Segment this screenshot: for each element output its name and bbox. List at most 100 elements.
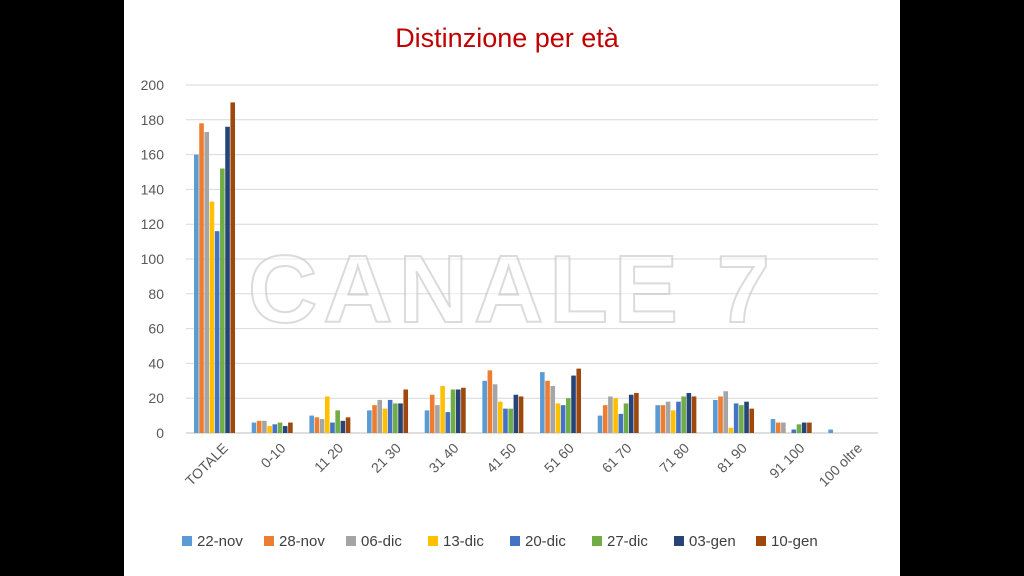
bar-22-nov-51-60 — [540, 372, 545, 433]
bar-27-dic-0-10 — [277, 422, 283, 433]
bar-27-dic-81-90 — [739, 405, 744, 433]
bar-13-dic-21-30 — [382, 408, 388, 433]
bars — [194, 102, 833, 434]
bar-10-gen-81-90 — [749, 408, 755, 433]
legend-label: 20-dic — [525, 533, 566, 550]
bar-27-dic-61-70 — [623, 403, 629, 433]
x-tick-label: 51 60 — [541, 440, 577, 476]
bar-28-nov-0-10 — [256, 420, 262, 433]
bar-28-nov-11-20 — [314, 417, 320, 433]
bar-10-gen-0-10 — [288, 422, 293, 433]
bar-22-nov-11-20 — [309, 415, 314, 433]
bar-22-nov-0-10 — [251, 422, 257, 433]
bar-06-dic-41-50 — [492, 384, 498, 433]
legend-swatch — [346, 536, 356, 546]
x-tick-label: 21 30 — [368, 440, 404, 476]
legend-swatch — [264, 536, 274, 546]
bar-20-dic-61-70 — [618, 413, 624, 433]
y-tick-label: 160 — [141, 147, 165, 163]
bar-10-gen-41-50 — [518, 396, 524, 433]
legend-swatch — [674, 536, 684, 546]
bar-22-nov-81-90 — [713, 399, 718, 433]
bar-27-dic-31-40 — [450, 389, 456, 433]
bar-22-nov-61-70 — [597, 415, 603, 433]
bar-06-dic-21-30 — [377, 399, 383, 433]
bar-22-nov-91-100 — [770, 419, 776, 433]
bar-20-dic-21-30 — [387, 399, 393, 433]
legend-swatch — [592, 536, 602, 546]
legend-swatch — [182, 536, 192, 546]
y-tick-label: 60 — [148, 321, 164, 337]
y-tick-label: 80 — [148, 286, 164, 302]
legend-swatch — [428, 536, 438, 546]
bar-13-dic-TOTALE — [209, 201, 215, 433]
bar-06-dic-91-100 — [781, 422, 786, 433]
x-tick-label: TOTALE — [182, 440, 231, 489]
x-tick-label: 0-10 — [257, 440, 288, 471]
bar-03-gen-51-60 — [571, 375, 576, 433]
bar-10-gen-51-60 — [576, 368, 582, 433]
legend-label: 28-nov — [279, 533, 325, 550]
x-tick-label: 61 70 — [599, 440, 635, 476]
x-tick-label: 91 100 — [766, 440, 808, 482]
bar-13-dic-11-20 — [324, 396, 330, 433]
bar-22-nov-41-50 — [482, 380, 487, 433]
bar-10-gen-21-30 — [403, 389, 409, 433]
bar-27-dic-11-20 — [335, 410, 340, 433]
bar-20-dic-91-100 — [791, 429, 797, 433]
bar-06-dic-TOTALE — [204, 131, 210, 434]
bar-13-dic-41-50 — [497, 401, 503, 433]
bar-22-nov-31-40 — [424, 410, 430, 433]
bar-20-dic-71-80 — [676, 401, 681, 433]
legend-label: 22-nov — [197, 533, 243, 550]
legend-swatch — [510, 536, 520, 546]
bar-06-dic-31-40 — [435, 405, 440, 433]
bar-06-dic-0-10 — [262, 420, 267, 433]
chart-title: Distinzione per età — [395, 23, 620, 53]
bar-chart: 0 20 40 60 80 100 120 140 160 180 200 TOTALE 0-10 11… — [141, 23, 878, 550]
bar-28-nov-81-90 — [718, 396, 723, 433]
y-tick-label: 100 — [141, 251, 165, 267]
watermark-logo: CANALE 7 — [248, 236, 776, 343]
gridlines — [186, 84, 878, 434]
bar-13-dic-51-60 — [555, 403, 561, 433]
bar-06-dic-51-60 — [550, 386, 556, 433]
bar-03-gen-TOTALE — [225, 126, 230, 433]
bar-13-dic-61-70 — [613, 398, 618, 433]
bar-06-dic-61-70 — [608, 396, 613, 433]
bar-03-gen-81-90 — [744, 401, 749, 433]
legend: 22-nov 28-nov 06-dic 13-dic 20-dic 27-dic 03-g… — [182, 533, 818, 550]
bar-10-gen-61-70 — [634, 392, 639, 433]
y-tick-label: 40 — [148, 355, 164, 371]
bar-27-dic-91-100 — [796, 424, 802, 433]
bar-22-nov-100-oltre — [828, 429, 833, 433]
bar-28-nov-TOTALE — [199, 123, 204, 433]
bar-28-nov-71-80 — [660, 405, 666, 433]
bar-22-nov-71-80 — [655, 405, 660, 433]
legend-label: 13-dic — [443, 533, 484, 550]
bar-13-dic-0-10 — [267, 426, 272, 433]
x-tick-label: 31 40 — [426, 440, 462, 476]
x-axis-ticks: TOTALE 0-10 11 20 21 30 31 40 41 50 51 60 61 70… — [182, 440, 865, 490]
legend-swatch — [756, 536, 766, 546]
bar-20-dic-31-40 — [445, 412, 451, 433]
bar-06-dic-11-20 — [319, 419, 325, 433]
y-tick-label: 20 — [148, 390, 164, 406]
bar-27-dic-71-80 — [681, 396, 686, 433]
bar-13-dic-81-90 — [728, 427, 734, 433]
bar-27-dic-TOTALE — [220, 168, 225, 433]
y-tick-label: 140 — [141, 181, 165, 197]
bar-13-dic-31-40 — [440, 386, 445, 433]
bar-13-dic-71-80 — [670, 410, 676, 433]
x-tick-label: 11 20 — [311, 440, 347, 476]
bar-27-dic-51-60 — [566, 398, 571, 433]
bar-03-gen-0-10 — [282, 426, 288, 433]
x-tick-label: 81 90 — [714, 440, 750, 476]
bar-20-dic-81-90 — [733, 403, 739, 433]
x-tick-label: 71 80 — [656, 440, 692, 476]
bar-28-nov-41-50 — [487, 370, 493, 433]
bar-03-gen-21-30 — [398, 403, 403, 433]
bar-27-dic-41-50 — [508, 408, 513, 433]
y-tick-label: 120 — [141, 216, 165, 232]
bar-28-nov-91-100 — [775, 422, 781, 433]
